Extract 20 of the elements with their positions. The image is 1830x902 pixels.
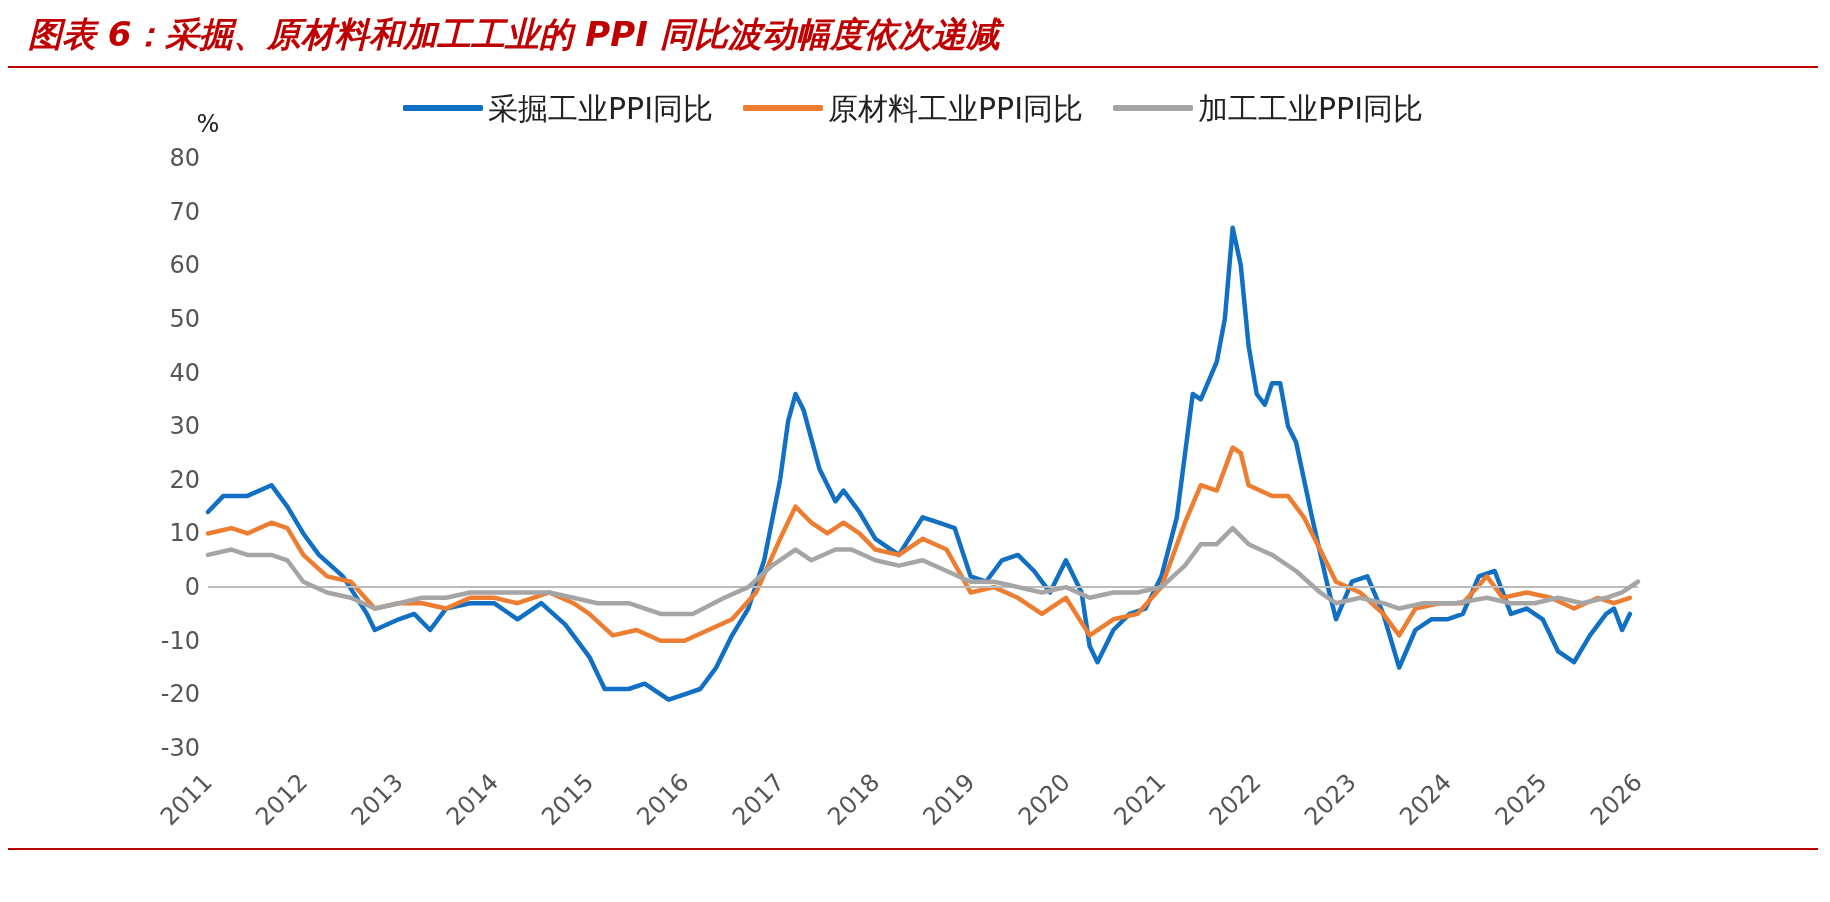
y-tick-label: -10	[160, 626, 200, 655]
y-axis-title: %	[196, 110, 220, 138]
chart-title: 图表 6：采掘、原材料和加工工业的 PPI 同比波动幅度依次递减	[8, 8, 1818, 68]
y-tick-label: 50	[169, 304, 200, 333]
y-tick-label: -20	[160, 680, 200, 709]
y-tick-label: -30	[160, 734, 200, 762]
y-tick-label: 40	[169, 358, 200, 387]
y-tick-label: 10	[169, 519, 200, 548]
legend-label: 加工工业PPI同比	[1198, 90, 1424, 126]
y-tick-label: 0	[184, 573, 200, 602]
y-tick-label: 70	[169, 197, 200, 226]
y-tick-label: 30	[169, 412, 200, 441]
legend-label: 采掘工业PPI同比	[487, 90, 713, 126]
line-series	[205, 525, 1641, 617]
y-tick-label: 60	[169, 251, 200, 280]
line-series	[205, 445, 1633, 643]
y-tick-label: 20	[169, 465, 200, 494]
y-tick-label: 80	[169, 144, 200, 172]
legend-label: 原材料工业PPI同比	[827, 90, 1084, 126]
line-series	[205, 225, 1633, 702]
